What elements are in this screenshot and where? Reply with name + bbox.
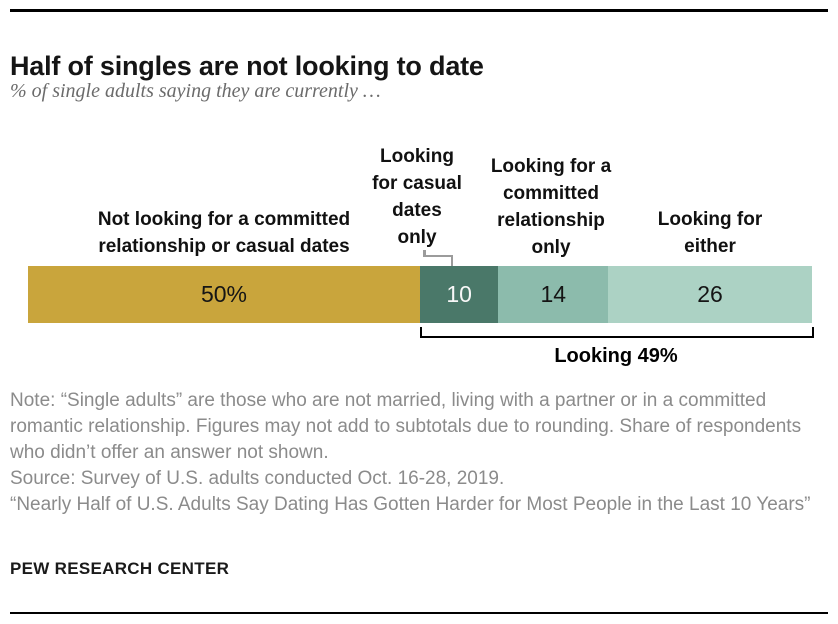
segment-label-committed-only: Looking for a committed relationship onl… <box>490 156 612 258</box>
bar-segment-committed-only: 14 <box>498 266 609 323</box>
bar-segment-either: 26 <box>608 266 812 323</box>
label-connector-line <box>423 254 453 257</box>
bottom-rule <box>10 612 828 614</box>
bar-segment-casual-only: 10 <box>420 266 499 323</box>
page-title: Half of singles are not looking to date <box>10 51 484 82</box>
segment-label-casual-only: Looking for casual dates only <box>372 146 462 248</box>
note-text: Note: “Single adults” are those who are … <box>10 390 802 463</box>
segment-label-either: Looking for either <box>657 209 763 257</box>
top-rule <box>10 9 828 12</box>
source-text: Source: Survey of U.S. adults conducted … <box>10 468 505 489</box>
report-title-text: “Nearly Half of U.S. Adults Say Dating H… <box>10 494 811 515</box>
chart-subtitle: % of single adults saying they are curre… <box>10 80 381 102</box>
bar-segment-not-looking: 50% <box>28 266 420 323</box>
bar-value-label: 26 <box>697 281 723 307</box>
subtotal-bracket <box>420 327 814 338</box>
segment-label-not-looking: Not looking for a committed relationship… <box>97 209 351 257</box>
stacked-bar: 50% 10 14 26 <box>28 266 812 323</box>
bar-value-label: 14 <box>540 281 567 307</box>
bar-value-label: 50% <box>200 281 248 307</box>
subtotal-label: Looking 49% <box>554 345 678 367</box>
pew-research-center-wordmark: PEW RESEARCH CENTER <box>10 559 230 578</box>
label-connector-line <box>450 254 453 273</box>
label-connector-line <box>423 250 426 257</box>
notes-block: Note: “Single adults” are those who are … <box>10 388 828 518</box>
bar-value-label: 10 <box>446 281 472 307</box>
